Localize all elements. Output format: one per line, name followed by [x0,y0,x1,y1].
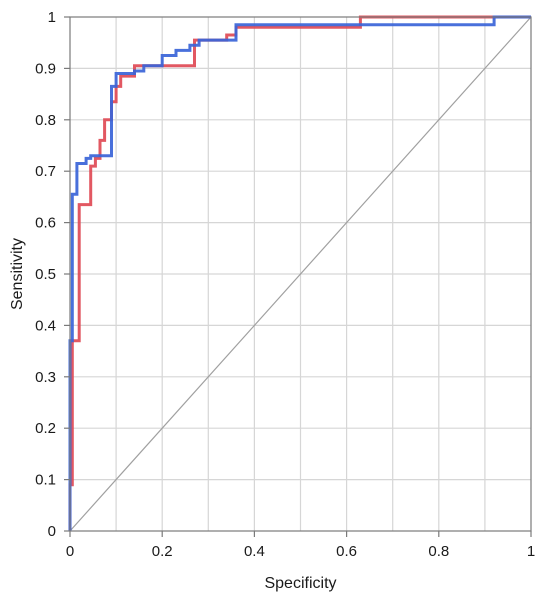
y-tick-label: 0.2 [35,420,56,437]
y-tick-label: 1 [48,9,56,26]
y-tick-label: 0.1 [35,472,56,489]
x-tick-label: 0.2 [152,543,173,560]
y-tick-label: 0.4 [35,317,56,334]
y-tick-label: 0.3 [35,369,56,386]
x-axis-ticks: 0 0.2 0.4 0.6 0.8 1 [66,531,535,560]
y-tick-label: 0.8 [35,112,56,129]
y-tick-label: 0 [48,523,56,540]
x-tick-label: 0.8 [428,543,449,560]
y-tick-label: 0.5 [35,266,56,283]
series-lines [68,15,531,531]
y-tick-label: 0.7 [35,163,56,180]
x-axis-title: Specificity [264,575,336,592]
x-tick-label: 0.4 [244,543,265,560]
reference-diagonal [69,16,532,532]
y-tick-label: 0.9 [35,60,56,77]
roc-series-line-2 [68,15,531,531]
y-axis-ticks: 0 0.1 0.2 0.3 0.4 0.5 0.6 0.7 0.8 0.9 1 [35,9,70,540]
x-tick-label: 1 [527,543,535,560]
x-tick-label: 0.6 [336,543,357,560]
x-tick-label: 0 [66,543,74,560]
y-axis-title: Sensitivity [9,238,26,310]
y-tick-label: 0.6 [35,215,56,232]
